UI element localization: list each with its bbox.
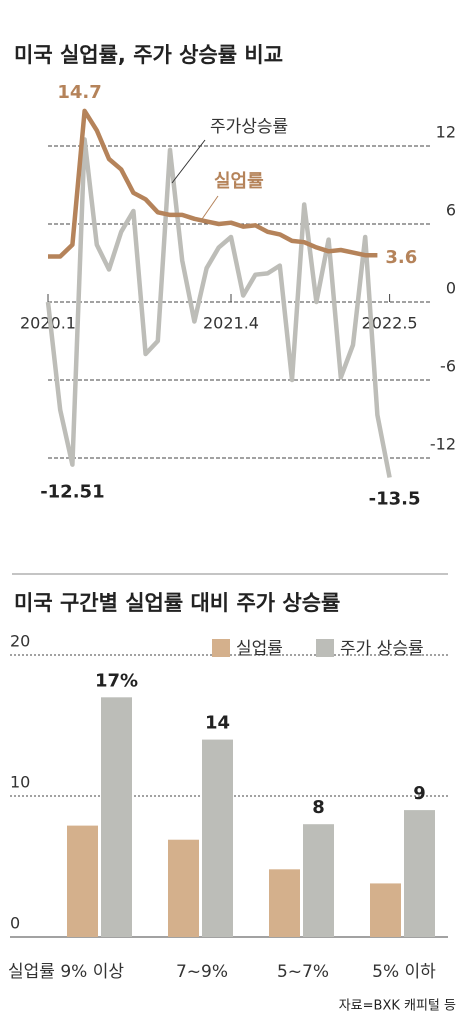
x-tick-label: 5% 이하 bbox=[372, 962, 436, 982]
chart-title: 미국 구간별 실업률 대비 주가 상승률 bbox=[14, 591, 340, 615]
legend-swatch bbox=[212, 639, 230, 657]
y-tick-label: 0 bbox=[10, 914, 20, 933]
data-label: 17% bbox=[95, 670, 138, 691]
y-tick-label: -6 bbox=[440, 357, 456, 376]
y-tick-label: -12 bbox=[430, 435, 456, 454]
x-tick-label: 2022.5 bbox=[362, 314, 418, 333]
bar bbox=[101, 697, 132, 937]
y-tick-label: 0 bbox=[446, 279, 456, 298]
bar bbox=[168, 839, 199, 937]
leader bbox=[199, 195, 219, 223]
series-name: 실업률 bbox=[214, 171, 264, 192]
data-label: -13.5 bbox=[369, 489, 421, 510]
data-label: 14.7 bbox=[57, 82, 101, 103]
bar bbox=[370, 883, 401, 937]
y-tick-label: 10 bbox=[10, 773, 30, 792]
x-tick-label: 실업률 9% 이상 bbox=[8, 962, 124, 982]
series-line bbox=[48, 108, 378, 259]
series-name: 주가상승률 bbox=[210, 117, 288, 137]
x-tick-label: 5~7% bbox=[277, 962, 329, 982]
x-tick-label: 2021.4 bbox=[203, 314, 259, 333]
y-tick-label: 20 bbox=[10, 632, 30, 651]
bar bbox=[303, 824, 334, 937]
data-label: 14 bbox=[205, 713, 230, 734]
data-label: 9 bbox=[413, 783, 426, 804]
source: 자료=BXK 캐피털 등 bbox=[339, 999, 456, 1014]
x-tick-label: 2020.1 bbox=[20, 314, 76, 333]
chart-title: 미국 실업률, 주가 상승률 비교 bbox=[14, 43, 283, 67]
y-tick-label: 12 bbox=[436, 123, 456, 142]
data-label: -12.51 bbox=[40, 482, 104, 503]
x-tick-label: 7~9% bbox=[176, 962, 228, 982]
bar bbox=[202, 739, 233, 937]
legend-label: 주가 상승률 bbox=[340, 639, 424, 659]
legend-swatch bbox=[316, 639, 334, 657]
series-line bbox=[45, 137, 392, 478]
bar bbox=[269, 869, 300, 937]
bar bbox=[67, 825, 98, 937]
legend-label: 실업률 bbox=[236, 639, 283, 659]
bar bbox=[404, 810, 435, 937]
leader bbox=[171, 139, 206, 184]
data-label: 3.6 bbox=[385, 247, 417, 268]
data-label: 8 bbox=[312, 797, 325, 818]
y-tick-label: 6 bbox=[446, 201, 456, 220]
